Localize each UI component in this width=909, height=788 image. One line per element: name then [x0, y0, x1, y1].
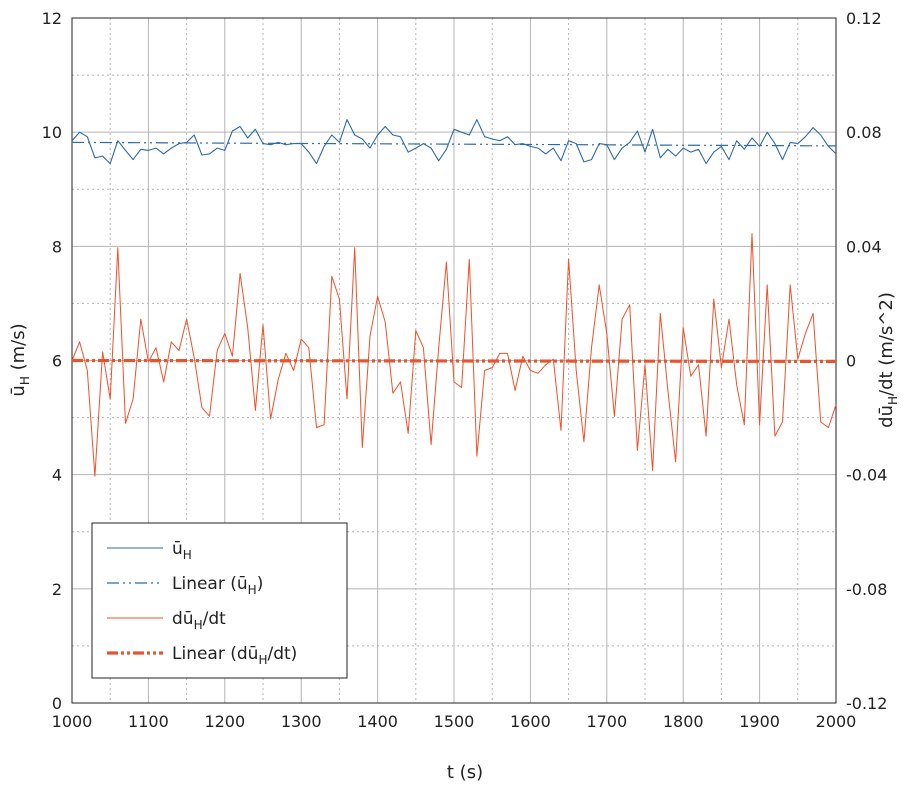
y-right-tick-label: 0.12: [846, 9, 882, 28]
y-right-tick-label: 0: [846, 352, 856, 371]
x-axis-ticks: 1000 1100 1200 1300 1400 1500 1600 1700 1800 1900…: [52, 712, 857, 731]
legend-label: dūH/dt: [172, 609, 226, 632]
y-right-tick-label: 0.08: [846, 123, 882, 142]
x-tick-label: 1900: [739, 712, 780, 731]
y-right-tick-label: -0.08: [846, 580, 887, 599]
y-left-title-tail: (m/s): [8, 323, 29, 376]
y-right-tick-label: -0.12: [846, 694, 887, 713]
x-tick-label: 1800: [663, 712, 704, 731]
legend-label: Linear (ūH): [172, 574, 263, 597]
x-tick-label: 1100: [128, 712, 169, 731]
y-left-tick-label: 0: [52, 694, 62, 713]
y-left-tick-label: 10: [42, 123, 62, 142]
series-line-dudt: [71, 233, 837, 477]
y-right-title-tail: /dt (m/s^2): [876, 292, 897, 396]
x-tick-label: 1200: [204, 712, 245, 731]
y-left-axis-ticks: 0 2 4 6 8 10 12: [42, 9, 62, 713]
y-right-axis-ticks: -0.12 -0.08 -0.04 0 0.04 0.08 0.12: [846, 9, 887, 713]
x-tick-label: 1600: [510, 712, 551, 731]
y-right-tick-label: -0.04: [846, 466, 887, 485]
svg-text:ūH (m/s): ūH (m/s): [8, 323, 32, 396]
y-left-tick-label: 6: [52, 352, 62, 371]
series-line-u: [71, 119, 837, 165]
series-layer: [71, 119, 837, 477]
y-right-title-main: dū: [876, 405, 897, 428]
x-tick-label: 2000: [816, 712, 857, 731]
x-tick-label: 1700: [586, 712, 627, 731]
x-tick-label: 1500: [434, 712, 475, 731]
y-left-title-sub: H: [18, 376, 32, 385]
y-right-title-sub: H: [886, 396, 900, 405]
x-axis-title: t (s): [447, 762, 483, 783]
y-left-axis-title: ūH (m/s): [8, 323, 32, 396]
y-left-title-main: ū: [8, 385, 29, 396]
x-tick-label: 1000: [52, 712, 93, 731]
x-tick-label: 1400: [357, 712, 398, 731]
legend: ūH Linear (ūH) dūH/dt Linear (dūH/dt): [91, 522, 348, 679]
legend-label: ūH: [172, 539, 192, 562]
svg-text:dūH/dt (m/s^2): dūH/dt (m/s^2): [876, 292, 900, 428]
y-left-tick-label: 12: [42, 9, 62, 28]
x-tick-label: 1300: [281, 712, 322, 731]
y-left-tick-label: 4: [52, 466, 62, 485]
legend-label: Linear (dūH/dt): [172, 644, 297, 667]
y-right-tick-label: 0.04: [846, 237, 882, 256]
y-left-tick-label: 8: [52, 237, 62, 256]
y-left-tick-label: 2: [52, 580, 62, 599]
y-right-axis-title: dūH/dt (m/s^2): [876, 292, 900, 428]
